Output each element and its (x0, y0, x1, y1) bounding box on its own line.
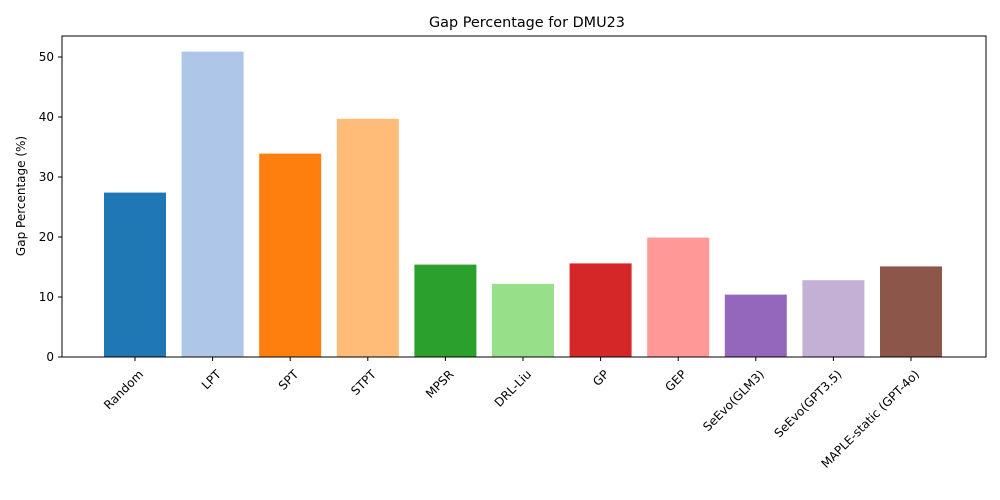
bar-stpt (336, 118, 399, 357)
y-tick-label: 30 (39, 170, 54, 184)
y-axis-label: Gap Percentage (%) (14, 136, 28, 256)
bar-drl-liu (492, 283, 554, 357)
plot-frame (61, 35, 987, 358)
x-tick-label: Random (101, 367, 146, 412)
y-tick-label: 20 (39, 230, 54, 244)
bar-spt (259, 153, 322, 357)
bar-gep (647, 237, 710, 357)
bar-gp (569, 263, 632, 357)
bar-mpsr (414, 264, 477, 357)
y-axis: 0 10 20 30 40 50 (39, 50, 62, 364)
y-tick-label: 0 (46, 350, 54, 364)
bar-maple-static-gpt-4o (880, 266, 942, 357)
y-tick-label: 40 (39, 110, 54, 124)
x-tick-label: DRL-Liu (492, 367, 534, 409)
chart-title: Gap Percentage for DMU23 (429, 15, 625, 31)
x-tick-label: SPT (276, 367, 302, 393)
bars-group (104, 51, 942, 357)
bar-seevo-glm3 (724, 294, 787, 357)
x-tick-label: MPSR (423, 367, 457, 401)
x-tick-label: GEP (662, 367, 689, 394)
y-tick-label: 50 (39, 50, 54, 64)
x-tick-label: LPT (199, 367, 224, 392)
bar-lpt (181, 51, 244, 357)
x-tick-label: GP (590, 367, 612, 389)
bar-seevo-gpt3-5 (802, 280, 865, 357)
x-axis: Random LPT SPT STPT MPSR DRL-Liu GP GEP SeEvo(GL… (101, 357, 922, 471)
x-tick-label: SeEvo(GLM3) (700, 367, 767, 434)
bar-random (104, 192, 166, 357)
x-tick-label: SeEvo(GPT3.5) (771, 367, 844, 440)
x-tick-label: STPT (348, 367, 379, 398)
y-tick-label: 10 (39, 290, 54, 304)
